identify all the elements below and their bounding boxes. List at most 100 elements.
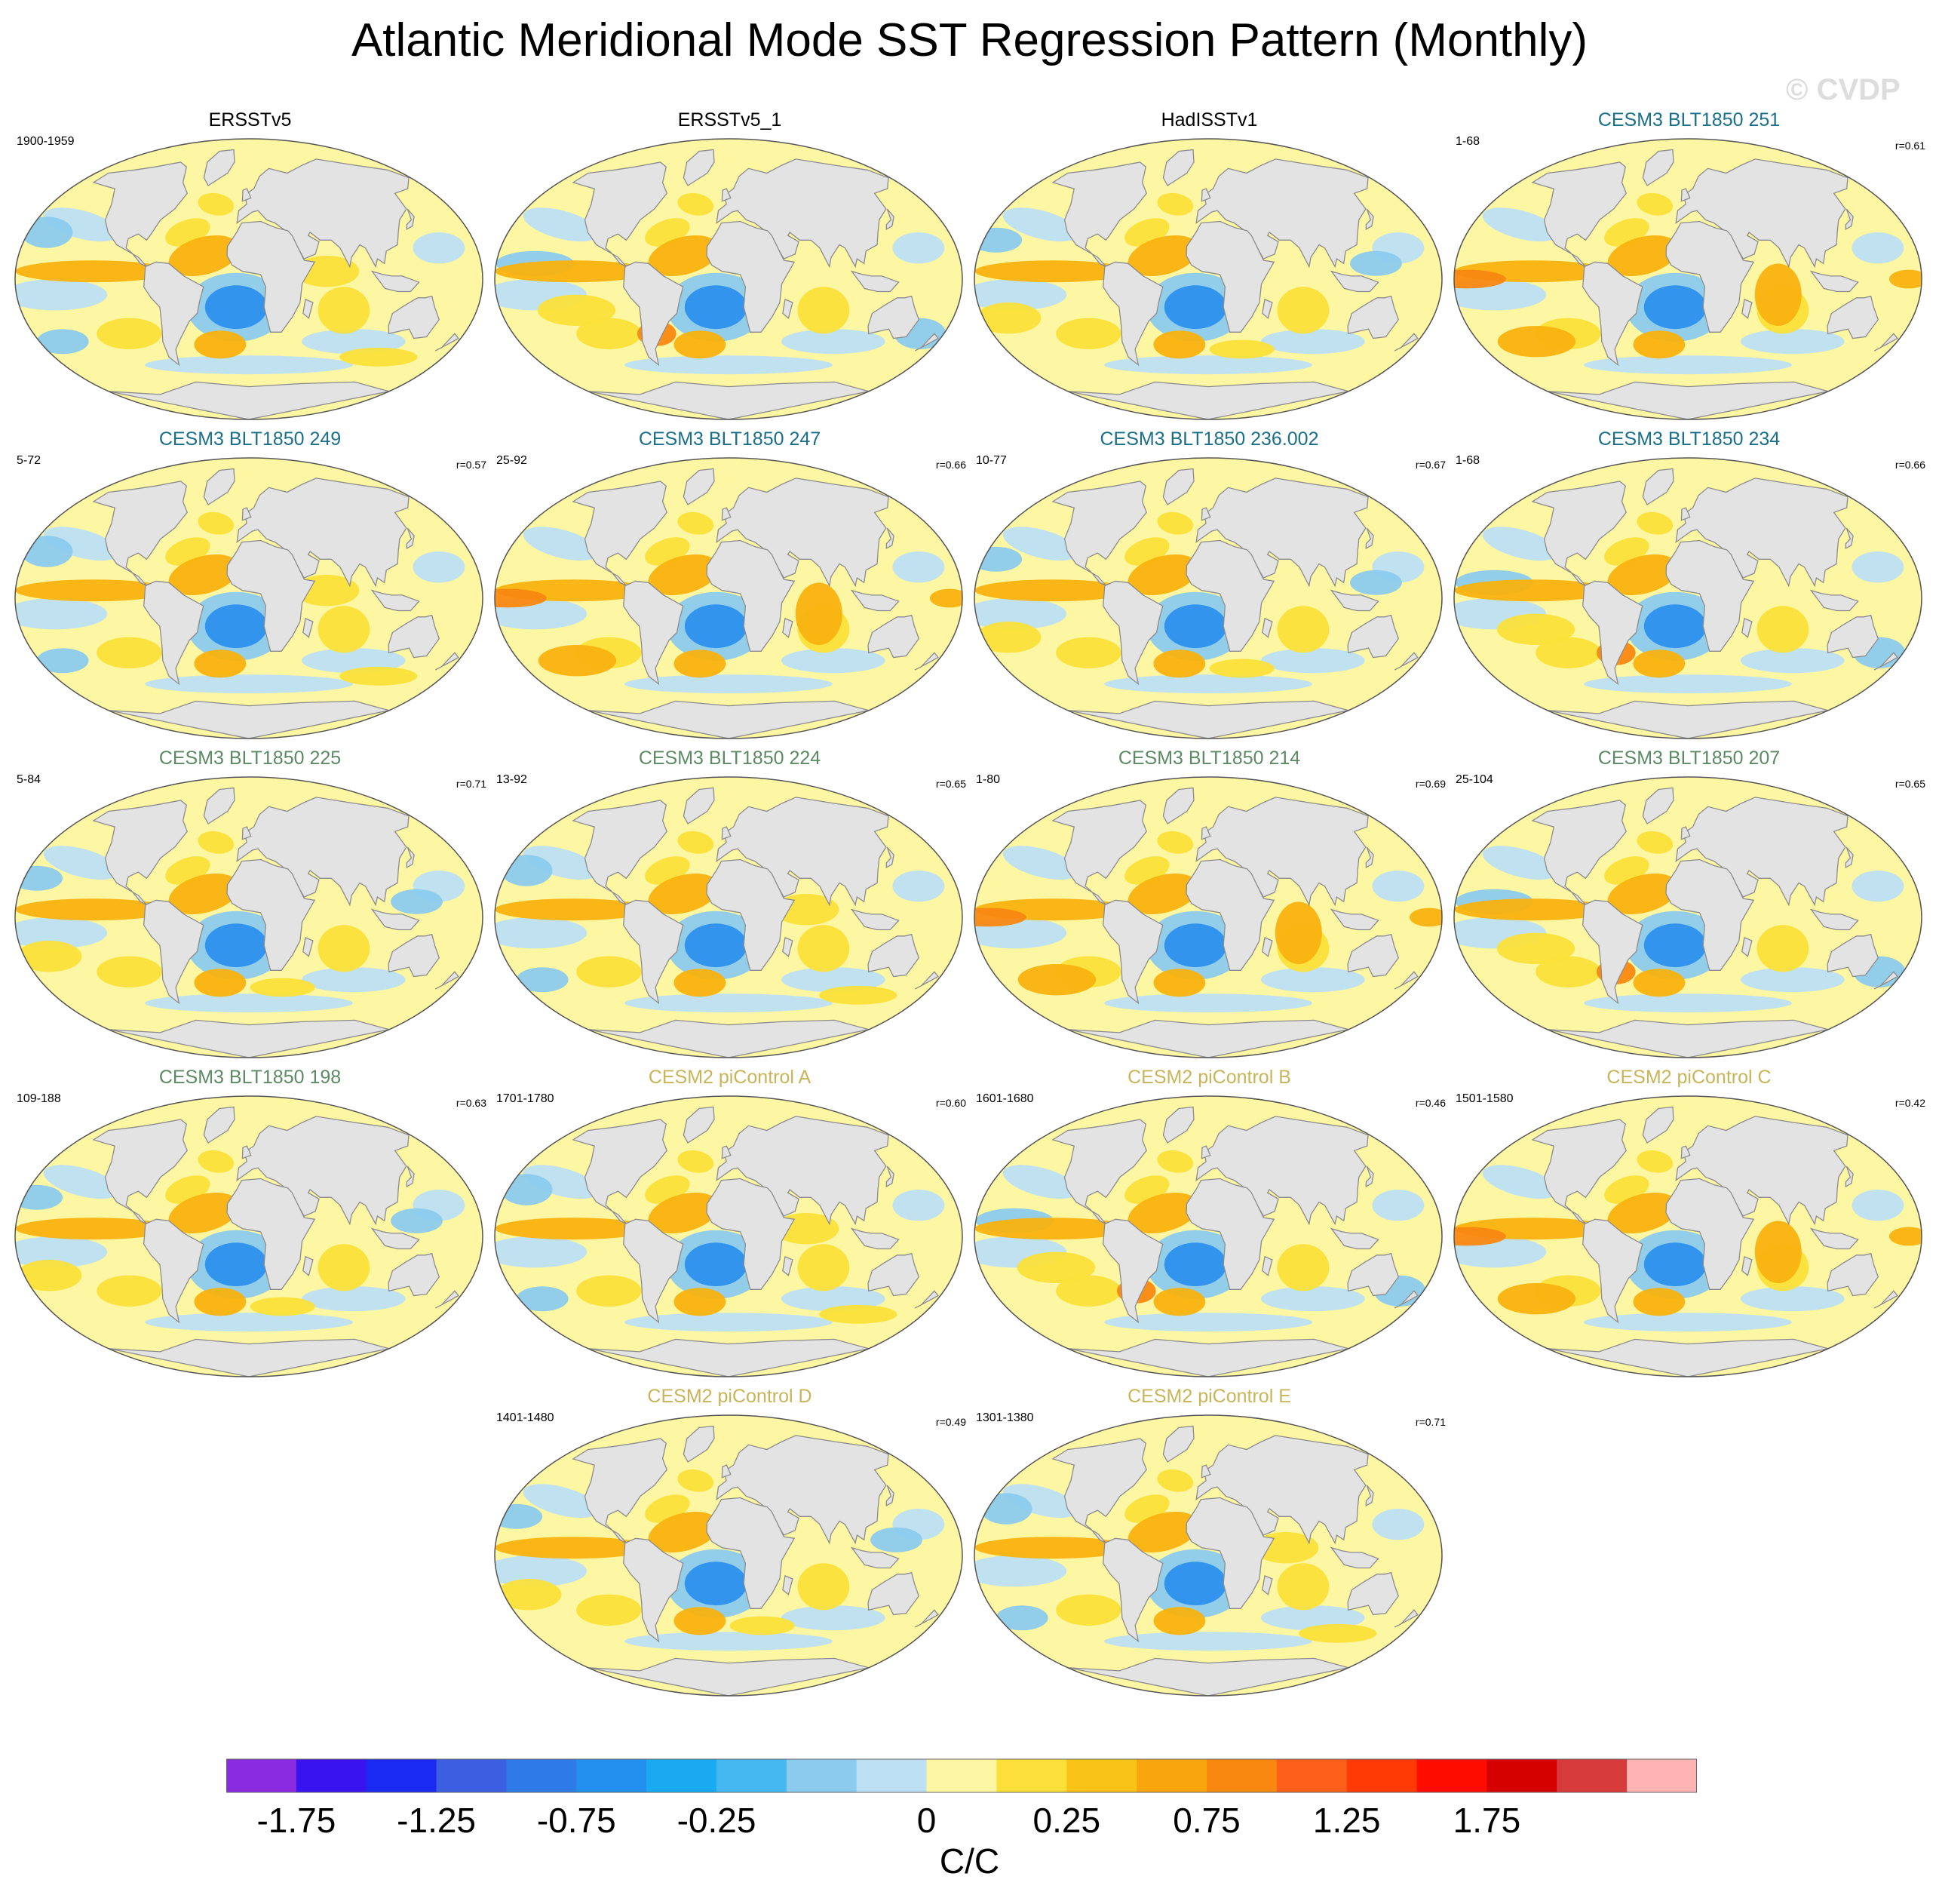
landmass-africa: [1186, 1497, 1275, 1609]
map-outline: [494, 457, 963, 739]
landmass-namerica: [572, 1119, 667, 1225]
sst-anomaly-region: [1056, 1594, 1121, 1626]
landmass-madagascar: [1262, 1574, 1273, 1595]
sst-anomaly-region: [1536, 637, 1601, 668]
cvdp-watermark: © CVDP: [1786, 73, 1901, 106]
landmass-madagascar: [1262, 936, 1273, 957]
map-panel: CESM3 BLT1850 198 109-188 r=0.63: [11, 1063, 489, 1380]
landmass-indonesia: [370, 1227, 420, 1250]
landmass-antarctica: [1547, 381, 1829, 419]
landmass-samerica: [623, 1218, 684, 1324]
landmass-madagascar: [302, 936, 314, 957]
landmass-madagascar: [782, 1255, 793, 1276]
map-panel: CESM3 BLT1850 247 25-92 r=0.66: [490, 425, 969, 742]
sst-anomaly-region: [1536, 956, 1601, 987]
sst-anomaly-region: [1128, 554, 1199, 596]
sst-regression-map: [1453, 1095, 1922, 1377]
landmass-australia: [1827, 933, 1879, 978]
sst-anomaly-region: [673, 1607, 726, 1635]
sst-anomaly-region: [145, 993, 353, 1013]
landmass-antarctica: [588, 1657, 870, 1696]
panel-pattern-correlation: r=0.66: [935, 459, 966, 471]
sst-anomaly-region: [318, 606, 370, 653]
sst-anomaly-region: [576, 1275, 642, 1307]
colorbar-tick-label: -0.25: [677, 1801, 756, 1840]
sst-anomaly-region: [974, 1555, 1067, 1587]
landmass-africa: [1665, 858, 1755, 971]
sst-anomaly-region: [523, 1165, 600, 1199]
sst-anomaly-region: [198, 831, 235, 854]
sst-anomaly-region: [930, 588, 962, 608]
sst-anomaly-region: [1633, 330, 1686, 359]
landmass-australia: [867, 295, 920, 339]
landmass-africa: [706, 539, 796, 652]
sst-anomaly-region: [301, 1286, 406, 1312]
landmass-nz: [1394, 1290, 1419, 1309]
panel-year-range: 1501-1580: [1456, 1092, 1514, 1105]
landmass-uk: [1680, 1145, 1691, 1159]
sst-anomaly-region: [523, 846, 600, 880]
colorbar-tick-label: 1.25: [1312, 1801, 1381, 1840]
sst-anomaly-region: [1104, 1313, 1312, 1332]
landmass-greenland: [1642, 149, 1674, 186]
landmass-australia: [867, 1252, 920, 1297]
sst-anomaly-region: [145, 355, 353, 375]
sst-anomaly-region: [1002, 527, 1079, 561]
landmass-namerica: [92, 800, 188, 906]
landmass-nz: [434, 652, 459, 671]
landmass-indonesia: [1809, 589, 1859, 612]
sst-anomaly-region: [15, 279, 108, 311]
map-outline: [14, 457, 483, 739]
sst-anomaly-region: [1637, 511, 1674, 535]
sst-anomaly-region: [1482, 527, 1559, 561]
landmass-greenland: [683, 1106, 715, 1144]
sst-regression-map: [14, 1095, 483, 1377]
panel-pattern-correlation: r=0.71: [456, 778, 486, 790]
sst-anomaly-region: [15, 917, 108, 949]
landmass-samerica: [1582, 580, 1643, 686]
landmass-antarctica: [1067, 1338, 1349, 1377]
sst-anomaly-region: [976, 302, 1042, 334]
sst-anomaly-region: [1497, 1283, 1576, 1315]
colorbar-segment: [576, 1759, 647, 1792]
sst-anomaly-region: [1056, 318, 1121, 349]
landmass-africa: [706, 220, 796, 333]
sst-anomaly-region: [1756, 925, 1809, 972]
panel-title: CESM2 piControl C: [1606, 1067, 1772, 1088]
panel-pattern-correlation: r=0.66: [1895, 459, 1925, 471]
landmass-greenland: [683, 1425, 715, 1463]
landmass-australia: [1347, 1252, 1400, 1297]
sst-anomaly-region: [43, 527, 120, 561]
map-panel: ERSSTv5 1900-1959: [11, 106, 489, 422]
landmass-uk: [241, 1145, 252, 1159]
landmass-nz: [1394, 971, 1419, 990]
landmass-antarctica: [1547, 700, 1829, 739]
panel-title: CESM3 BLT1850 225: [158, 748, 342, 769]
panel-title: CESM3 BLT1850 234: [1597, 428, 1781, 450]
map-panel: CESM2 piControl E 1301-1380 r=0.71: [970, 1382, 1449, 1699]
sst-anomaly-region: [523, 207, 600, 242]
map-panel: CESM3 BLT1850 251 1-68 r=0.61: [1450, 106, 1928, 422]
colorbar-segment: [1416, 1759, 1487, 1792]
sst-anomaly-region: [523, 527, 600, 561]
sst-anomaly-region: [781, 329, 885, 355]
sst-anomaly-region: [1157, 511, 1194, 535]
map-outline: [974, 1095, 1443, 1377]
landmass-uk: [1201, 188, 1211, 202]
landmass-greenland: [203, 1106, 235, 1144]
landmass-uk: [721, 1145, 732, 1159]
sst-anomaly-region: [677, 192, 714, 216]
sst-anomaly-region: [624, 1313, 833, 1332]
landmass-greenland: [203, 149, 235, 186]
sst-anomaly-region: [729, 1616, 795, 1635]
landmass-samerica: [143, 580, 204, 686]
sst-anomaly-region: [1157, 1469, 1194, 1492]
sst-anomaly-region: [17, 941, 82, 972]
map-panel: CESM2 piControl C 1501-1580 r=0.42: [1450, 1063, 1928, 1380]
sst-anomaly-region: [648, 873, 719, 915]
landmass-antarctica: [1547, 1019, 1829, 1058]
landmass-antarctica: [588, 1019, 870, 1058]
landmass-greenland: [683, 468, 715, 505]
sst-anomaly-region: [97, 318, 162, 349]
sst-anomaly-region: [1889, 269, 1922, 289]
